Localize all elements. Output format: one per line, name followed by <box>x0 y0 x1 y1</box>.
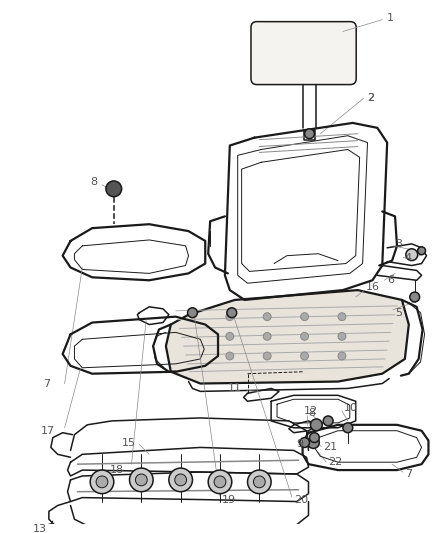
Circle shape <box>263 313 271 320</box>
Text: 7: 7 <box>43 378 50 389</box>
Circle shape <box>226 333 233 340</box>
Circle shape <box>247 470 271 494</box>
Text: 16: 16 <box>365 282 379 292</box>
Circle shape <box>337 352 345 360</box>
Text: 2: 2 <box>367 93 374 103</box>
Circle shape <box>310 419 321 431</box>
Text: 21: 21 <box>322 442 337 453</box>
Circle shape <box>187 308 197 318</box>
Circle shape <box>106 181 121 197</box>
Circle shape <box>263 352 271 360</box>
Circle shape <box>253 476 265 488</box>
Circle shape <box>129 468 153 492</box>
Circle shape <box>417 247 424 255</box>
Circle shape <box>226 352 233 360</box>
Polygon shape <box>166 290 408 384</box>
Circle shape <box>96 476 108 488</box>
FancyBboxPatch shape <box>251 22 355 85</box>
Circle shape <box>337 333 345 340</box>
Circle shape <box>337 313 345 320</box>
Circle shape <box>263 333 271 340</box>
Text: 5: 5 <box>394 308 401 318</box>
Text: 12: 12 <box>303 406 317 416</box>
Text: 1: 1 <box>386 13 393 23</box>
Text: 22: 22 <box>328 457 342 467</box>
Circle shape <box>342 423 352 433</box>
Circle shape <box>44 524 58 533</box>
Circle shape <box>309 433 318 442</box>
Circle shape <box>300 313 308 320</box>
Text: 20: 20 <box>293 495 307 505</box>
Circle shape <box>409 292 419 302</box>
Text: 8: 8 <box>308 408 315 418</box>
Text: 8: 8 <box>90 177 97 187</box>
Circle shape <box>90 470 113 494</box>
Text: 19: 19 <box>222 495 236 505</box>
Text: 2: 2 <box>367 93 374 103</box>
Text: 3: 3 <box>394 239 401 249</box>
Circle shape <box>214 476 226 488</box>
Text: 15: 15 <box>121 438 135 448</box>
Circle shape <box>300 333 308 340</box>
Circle shape <box>169 468 192 492</box>
Circle shape <box>135 474 147 486</box>
Text: 11: 11 <box>227 383 241 393</box>
Text: 17: 17 <box>41 426 55 435</box>
Circle shape <box>307 437 318 448</box>
Circle shape <box>174 474 186 486</box>
Circle shape <box>304 129 314 139</box>
Text: 6: 6 <box>386 275 393 285</box>
Text: 9: 9 <box>296 440 303 449</box>
Circle shape <box>300 352 308 360</box>
Text: 7: 7 <box>404 469 411 479</box>
Circle shape <box>208 470 231 494</box>
Circle shape <box>226 313 233 320</box>
Circle shape <box>226 308 236 318</box>
Circle shape <box>405 249 417 261</box>
Text: 4: 4 <box>404 253 411 263</box>
Text: 18: 18 <box>110 465 124 475</box>
Circle shape <box>299 438 309 447</box>
Circle shape <box>322 416 332 426</box>
Text: 10: 10 <box>343 403 357 413</box>
Text: 13: 13 <box>33 524 47 533</box>
